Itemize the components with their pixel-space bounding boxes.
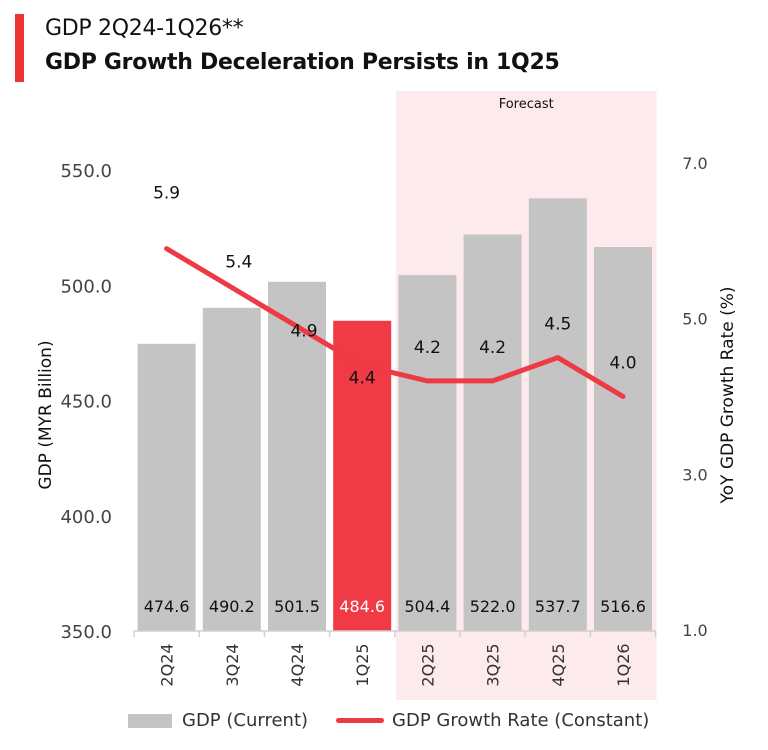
bar-2Q25 [398,275,457,631]
y2-tick-label: 1.0 [682,621,707,640]
bar-1Q26 [594,246,652,631]
y-tick-label: 500.0 [60,276,112,297]
growth-line [164,246,626,399]
chart-title: GDP 2Q24-1Q26** [45,16,244,41]
x-tick-label-4Q24: 4Q24 [288,643,307,686]
bar-value-label: 490.2 [209,597,255,616]
bar-2Q24 [137,343,196,631]
y2-tick-label: 3.0 [682,465,707,484]
growth-value-label: 4.5 [544,315,571,335]
growth-value-label: 5.9 [153,184,180,204]
y-tick-label: 550.0 [60,161,112,182]
bar-3Q25 [463,234,522,632]
x-tick-label-4Q25: 4Q25 [549,643,568,686]
bar-value-label: 522.0 [470,597,516,616]
x-tick-label-3Q25: 3Q25 [484,643,503,686]
growth-value-label: 4.9 [290,321,317,341]
x-tick-label-3Q24: 3Q24 [223,643,242,686]
x-tick-label-1Q25: 1Q25 [353,643,372,686]
x-tick-label-2Q24: 2Q24 [158,643,177,686]
growth-value-label: 4.4 [349,368,376,388]
y-axis-title: GDP (MYR Billion) [36,340,56,489]
y2-axis-title: YoY GDP Growth Rate (%) [718,287,738,505]
legend-label-growth: GDP Growth Rate (Constant) [392,710,650,731]
legend-bar-swatch [128,713,172,728]
title-accent-bar [15,14,24,82]
legend: GDP (Current) GDP Growth Rate (Constant) [128,710,649,731]
bar-3Q24 [202,307,261,631]
growth-value-label: 4.2 [414,338,441,358]
bar-value-label: 516.6 [600,597,646,616]
y-tick-label: 450.0 [60,392,112,413]
legend-label-gdp: GDP (Current) [182,710,309,731]
bar-value-label: 484.6 [339,597,385,616]
legend-line-swatch [336,718,385,723]
x-tick-label-1Q26: 1Q26 [614,643,633,686]
chart-subtitle: GDP Growth Deceleration Persists in 1Q25 [45,50,560,75]
y-tick-label: 350.0 [60,622,112,643]
y2-tick-label: 7.0 [682,154,707,173]
y-tick-label: 400.0 [60,507,112,528]
bar-4Q25 [528,198,587,631]
forecast-label: Forecast [499,97,554,112]
bar-value-label: 504.4 [404,597,450,616]
bar-value-label: 501.5 [274,597,320,616]
growth-value-label: 4.2 [479,338,506,358]
growth-value-label: 4.0 [609,354,636,374]
bar-value-label: 537.7 [535,597,581,616]
bar-value-label: 474.6 [144,597,190,616]
y2-tick-label: 5.0 [682,310,707,329]
growth-value-label: 5.4 [225,253,252,273]
x-tick-label-2Q25: 2Q25 [418,643,437,686]
